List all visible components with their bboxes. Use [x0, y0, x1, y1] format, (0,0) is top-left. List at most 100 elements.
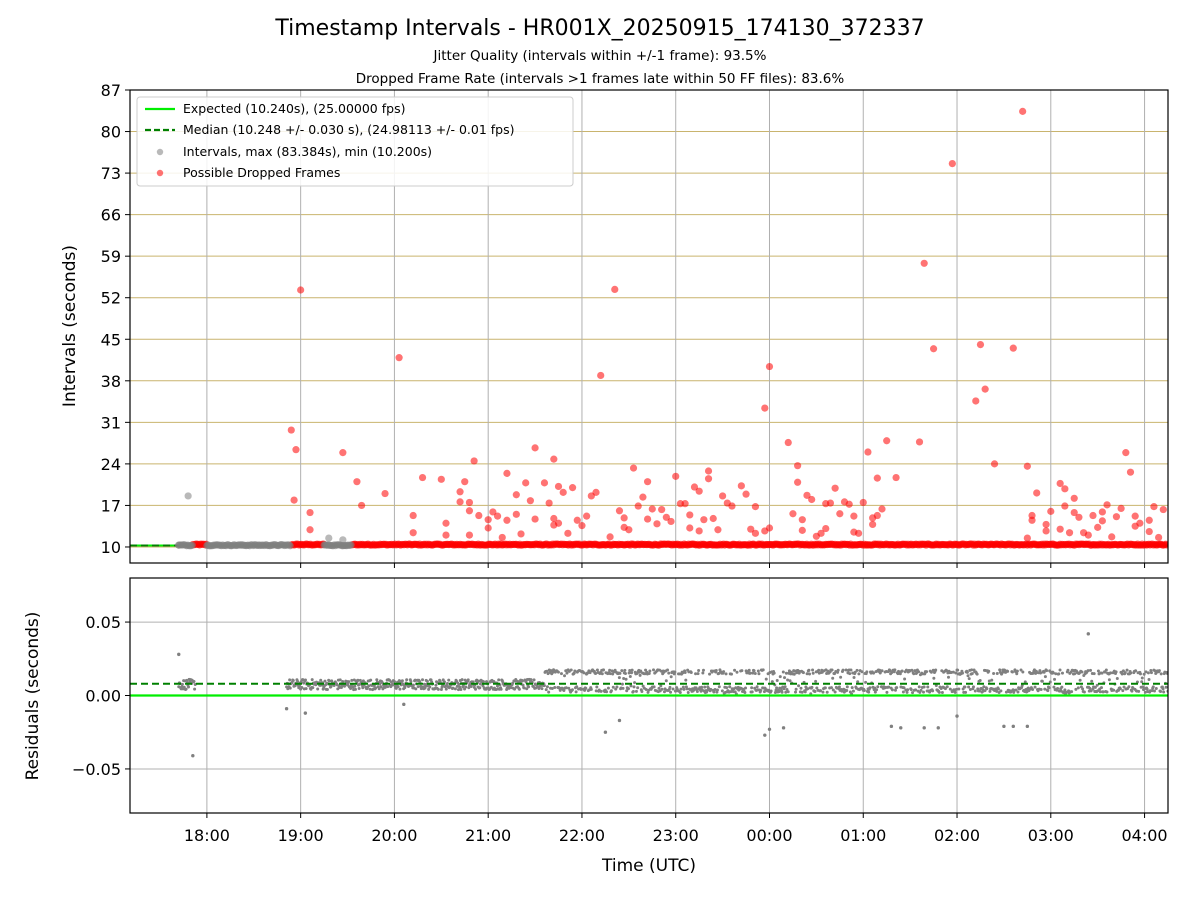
dropped-frame-point	[1056, 479, 1064, 488]
residual-point	[662, 690, 666, 694]
residual-point	[987, 679, 991, 683]
residual-point	[761, 668, 765, 672]
residual-point	[666, 668, 670, 672]
residual-point	[934, 668, 938, 672]
residual-point	[488, 687, 492, 691]
dropped-frame-point	[1089, 511, 1097, 520]
residual-point	[934, 684, 938, 688]
dropped-frame-point	[929, 345, 938, 353]
residual-point	[1073, 672, 1077, 676]
residual-point	[628, 675, 632, 679]
residual-point	[1047, 686, 1051, 690]
residuals-y-ticks: 0.05 0.00 −0.05	[72, 613, 130, 779]
residual-point	[954, 687, 958, 691]
residual-point	[378, 682, 382, 686]
residual-point	[550, 686, 554, 690]
dropped-frame-point	[512, 491, 520, 499]
residual-point	[303, 678, 307, 682]
residual-point	[529, 678, 533, 682]
residual-point	[759, 688, 763, 692]
dropped-frame-point	[765, 362, 774, 371]
residual-point	[836, 668, 840, 672]
residual-point	[609, 689, 613, 693]
residual-point	[701, 671, 705, 675]
residual-point	[1052, 685, 1056, 689]
residual-point	[444, 687, 448, 691]
residual-point	[567, 686, 571, 690]
residual-point	[288, 686, 292, 690]
dropped-frame-point	[1042, 527, 1050, 535]
residual-point	[1016, 690, 1020, 694]
residual-point	[584, 686, 588, 690]
dropped-frame-point	[461, 478, 469, 486]
residual-point	[1114, 670, 1118, 674]
residual-point	[753, 672, 757, 676]
residual-point	[708, 672, 712, 676]
residual-point	[862, 689, 866, 693]
residual-point	[851, 689, 855, 693]
residual-point	[788, 679, 792, 683]
intervals-y-axis-label: Intervals (seconds)	[60, 245, 80, 407]
residual-point	[556, 670, 560, 674]
residual-point	[638, 673, 642, 677]
dropped-frame-point	[784, 438, 792, 447]
residual-point	[608, 672, 612, 676]
chart-title: Timestamp Intervals - HR001X_20250915_17…	[274, 16, 924, 41]
residual-point	[902, 686, 906, 690]
residual-point	[1159, 672, 1163, 676]
residual-point	[992, 672, 996, 676]
residual-point	[467, 686, 471, 690]
dropped-frame-point	[695, 527, 703, 535]
residual-point	[319, 678, 323, 682]
residual-point	[1042, 670, 1046, 674]
residual-point	[1080, 670, 1084, 674]
residual-point	[967, 685, 971, 689]
dropped-frame-point	[395, 354, 403, 362]
residual-point	[428, 685, 432, 689]
residual-point	[792, 672, 796, 676]
dropped-frame-point	[667, 517, 675, 526]
residual-point	[1161, 687, 1165, 691]
legend-dropped-marker-icon	[156, 169, 164, 177]
residual-point	[978, 679, 982, 683]
residual-point	[459, 688, 463, 692]
residuals-grid	[130, 578, 1168, 813]
residual-point	[668, 685, 672, 689]
interval-point	[286, 542, 294, 550]
residual-point	[864, 680, 868, 684]
dropped-frame-point	[704, 467, 713, 475]
residual-point	[621, 686, 625, 690]
residual-point	[784, 671, 788, 675]
residual-point	[840, 689, 844, 693]
residual-point	[1090, 679, 1094, 683]
dropped-frame-point	[1108, 533, 1116, 541]
residual-point	[392, 680, 396, 684]
dropped-frame-point	[869, 520, 877, 529]
residual-point	[544, 688, 548, 692]
residual-point	[620, 682, 624, 686]
dropped-frame-point	[719, 492, 727, 500]
residual-point	[694, 672, 698, 676]
residual-outlier-point	[191, 754, 195, 758]
residual-point	[880, 669, 884, 673]
residual-point	[466, 678, 470, 682]
residual-point	[1051, 671, 1055, 675]
dropped-frame-point	[831, 484, 839, 492]
residual-point	[540, 687, 544, 691]
residual-point	[1031, 688, 1035, 692]
residual-point	[477, 679, 481, 683]
residual-point	[786, 678, 790, 682]
residual-point	[823, 686, 827, 690]
residual-point	[627, 687, 631, 691]
residual-point	[730, 672, 734, 676]
residual-point	[679, 687, 683, 691]
residual-point	[349, 687, 353, 691]
residual-point	[669, 675, 673, 679]
residual-point	[965, 670, 969, 674]
residual-point	[374, 686, 378, 690]
residual-outlier-point	[1002, 724, 1006, 729]
dropped-frame-point	[1061, 485, 1069, 493]
dropped-frame-point	[765, 524, 774, 532]
residual-point	[1140, 680, 1144, 684]
residual-point	[633, 681, 637, 685]
